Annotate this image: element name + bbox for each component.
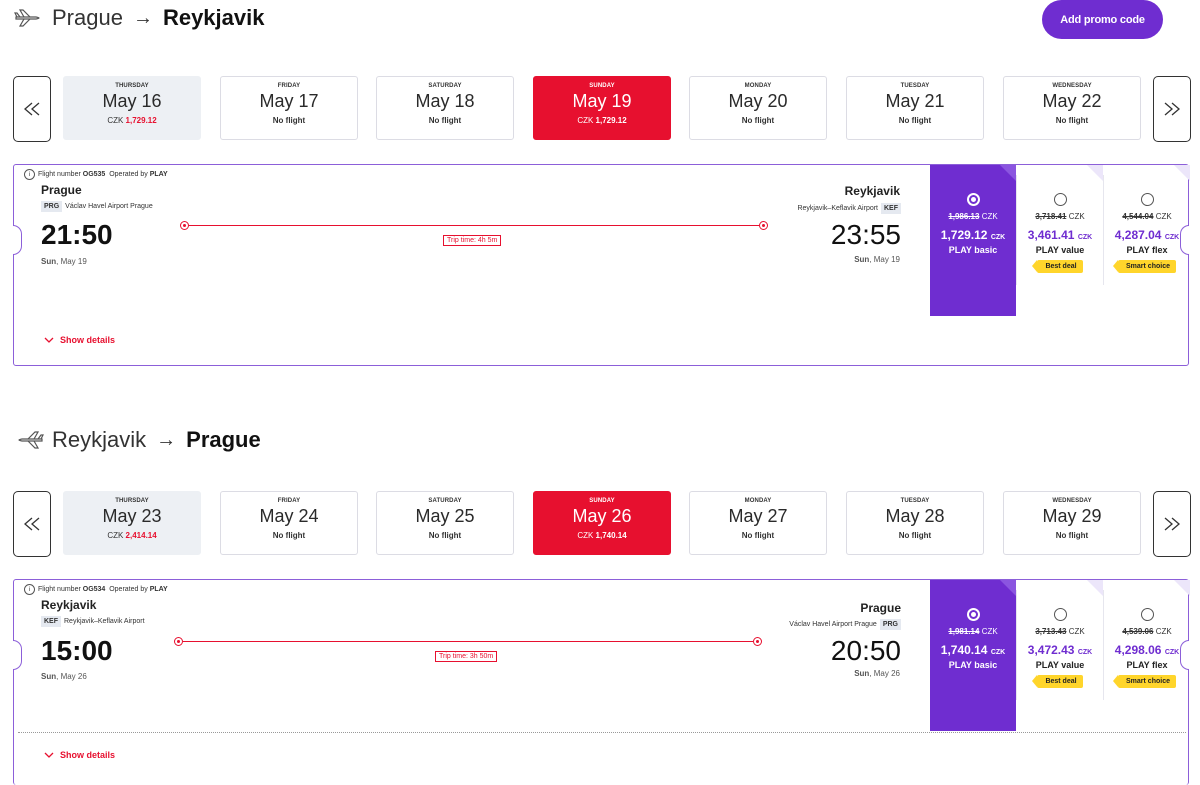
fare-option-basic[interactable]: 1,981.14 CZK 1,740.14 CZK PLAY basic <box>930 580 1016 731</box>
best-deal-tag: Best deal <box>1032 260 1083 273</box>
trip-time-badge: Trip time: 4h 5m <box>443 235 502 246</box>
departure-airport: PRG Václav Havel Airport Prague <box>41 201 153 212</box>
destination-dot <box>753 637 762 646</box>
best-deal-tag: Best deal <box>1032 675 1083 688</box>
origin-dot <box>180 221 189 230</box>
route-arrow: → <box>132 6 153 29</box>
arrival-time: 20:50 <box>830 635 901 666</box>
departure-date: Sun, May 19 <box>41 257 87 266</box>
departure-time: 21:50 <box>41 219 113 250</box>
prev-dates-button[interactable] <box>13 76 51 142</box>
date-tab[interactable]: WEDNESDAY May 29 No flight <box>1003 491 1141 555</box>
destination-dot <box>759 221 768 230</box>
outbound-route-title: Prague → Reykjavik <box>14 3 264 33</box>
date-tab[interactable]: MONDAY May 27 No flight <box>689 491 827 555</box>
inbound-route-title: Reykjavik → Prague <box>14 425 261 455</box>
info-icon: i <box>24 584 35 595</box>
inbound-flight-card: i Flight number OG534 Operated by PLAY R… <box>13 579 1190 785</box>
fare-option-basic[interactable]: 1,986.13 CZK 1,729.12 CZK PLAY basic <box>930 165 1016 316</box>
arrival-city: Prague <box>860 601 901 615</box>
departure-airport: KEF Reykjavik–Keflavik Airport <box>41 616 145 627</box>
fare-radio[interactable] <box>1053 193 1067 206</box>
date-tab-selected[interactable]: SUNDAY May 19 CZK 1,729.12 <box>533 76 671 140</box>
route-destination: Reykjavik <box>162 5 265 30</box>
date-tab-selected[interactable]: SUNDAY May 26 CZK 1,740.14 <box>533 491 671 555</box>
date-tab[interactable]: SATURDAY May 18 No flight <box>376 76 514 140</box>
outbound-date-selector: THURSDAY May 16 CZK 1,729.12 FRIDAY May … <box>13 76 1191 142</box>
fare-radio[interactable] <box>1053 608 1067 621</box>
fare-radio-selected[interactable] <box>966 608 980 621</box>
date-tab[interactable]: SATURDAY May 25 No flight <box>376 491 514 555</box>
date-tab[interactable]: TUESDAY May 28 No flight <box>846 491 984 555</box>
arrival-time: 23:55 <box>830 219 901 250</box>
prev-dates-button[interactable] <box>13 491 51 557</box>
fare-option-value[interactable]: 3,718.41 CZK 3,461.41 CZK PLAY value Bes… <box>1017 165 1103 316</box>
departure-city: Reykjavik <box>41 598 97 612</box>
arrival-date: Sun, May 19 <box>854 255 900 264</box>
show-details-link[interactable]: Show details <box>44 750 115 760</box>
arrival-airport: Reykjavik–Keflavik Airport KEF <box>797 203 901 214</box>
date-tab[interactable]: FRIDAY May 24 No flight <box>220 491 358 555</box>
double-chevron-left-icon <box>24 102 40 116</box>
arrival-city: Reykjavik <box>844 184 900 198</box>
departure-city: Prague <box>41 183 82 197</box>
smart-choice-tag: Smart choice <box>1113 260 1176 273</box>
date-tab[interactable]: THURSDAY May 16 CZK 1,729.12 <box>63 76 201 140</box>
date-tab[interactable]: THURSDAY May 23 CZK 2,414.14 <box>63 491 201 555</box>
date-tab[interactable]: WEDNESDAY May 22 No flight <box>1003 76 1141 140</box>
date-tab[interactable]: MONDAY May 20 No flight <box>689 76 827 140</box>
double-chevron-right-icon <box>1164 102 1180 116</box>
route-arrow: → <box>156 428 177 451</box>
departure-time: 15:00 <box>41 635 113 666</box>
trip-time-badge: Trip time: 3h 50m <box>435 651 498 662</box>
date-tab[interactable]: FRIDAY May 17 No flight <box>220 76 358 140</box>
origin-dot <box>174 637 183 646</box>
outbound-flight-card: i Flight number OG535 Operated by PLAY P… <box>13 164 1190 366</box>
fare-option-flex[interactable]: 4,544.04 CZK 4,287.04 CZK PLAY flex Smar… <box>1104 165 1190 316</box>
smart-choice-tag: Smart choice <box>1113 675 1176 688</box>
inbound-date-selector: THURSDAY May 23 CZK 2,414.14 FRIDAY May … <box>13 491 1191 557</box>
divider <box>18 732 1186 733</box>
fare-option-value[interactable]: 3,713.43 CZK 3,472.43 CZK PLAY value Bes… <box>1017 580 1103 731</box>
double-chevron-right-icon <box>1164 517 1180 531</box>
next-dates-button[interactable] <box>1153 76 1191 142</box>
fare-option-flex[interactable]: 4,539.06 CZK 4,298.06 CZK PLAY flex Smar… <box>1104 580 1190 731</box>
plane-arrival-icon <box>18 431 44 449</box>
arrival-date: Sun, May 26 <box>854 669 900 678</box>
plane-departure-icon <box>14 9 40 27</box>
info-icon: i <box>24 169 35 180</box>
fare-radio-selected[interactable] <box>966 193 980 206</box>
departure-date: Sun, May 26 <box>41 672 87 681</box>
ticket-notch <box>13 640 22 670</box>
ticket-notch <box>13 225 22 255</box>
arrival-airport: Václav Havel Airport Prague PRG <box>789 619 901 630</box>
route-line <box>183 641 753 642</box>
route-origin: Reykjavik <box>52 427 147 452</box>
flight-number-info: i Flight number OG534 Operated by PLAY <box>20 583 172 596</box>
flight-number-info: i Flight number OG535 Operated by PLAY <box>20 168 172 181</box>
next-dates-button[interactable] <box>1153 491 1191 557</box>
double-chevron-left-icon <box>24 517 40 531</box>
fare-radio[interactable] <box>1140 608 1154 621</box>
date-tab[interactable]: TUESDAY May 21 No flight <box>846 76 984 140</box>
route-destination: Prague <box>186 427 261 452</box>
route-origin: Prague <box>52 5 123 30</box>
route-line <box>189 225 759 226</box>
show-details-link[interactable]: Show details <box>44 335 115 345</box>
chevron-down-icon <box>44 752 54 758</box>
fare-radio[interactable] <box>1140 193 1154 206</box>
add-promo-code-button[interactable]: Add promo code <box>1042 0 1163 39</box>
chevron-down-icon <box>44 337 54 343</box>
